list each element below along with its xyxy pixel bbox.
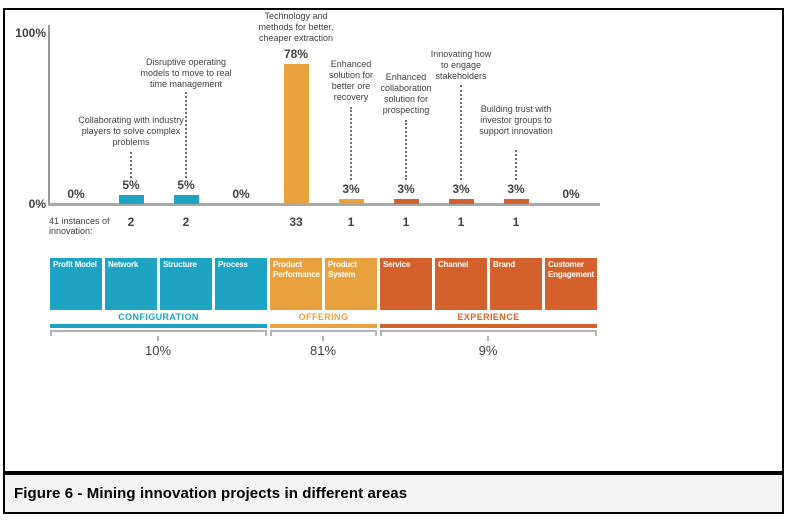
box-profit-model: Profit Model bbox=[50, 258, 102, 310]
bar-network bbox=[119, 195, 144, 204]
box-product-performance: Product Performance bbox=[270, 258, 322, 310]
count-brand: 1 bbox=[512, 215, 520, 229]
annotation-product-performance: Technology and methods for better, cheap… bbox=[258, 11, 334, 43]
leader-line-product-system bbox=[350, 107, 352, 180]
bracket-tick-experience bbox=[487, 336, 489, 341]
bracket-tick-configuration bbox=[157, 336, 159, 341]
count-product-system: 1 bbox=[347, 215, 355, 229]
box-brand: Brand bbox=[490, 258, 542, 310]
box-network: Network bbox=[105, 258, 157, 310]
bar-channel bbox=[449, 198, 474, 204]
bracket-tick-offering bbox=[322, 336, 324, 341]
count-structure: 2 bbox=[182, 215, 190, 229]
value-label-process: 0% bbox=[232, 187, 250, 201]
box-label: Channel bbox=[438, 260, 469, 269]
share-experience: 9% bbox=[478, 343, 498, 358]
bar-service bbox=[394, 198, 419, 204]
y-axis-line bbox=[48, 25, 50, 206]
box-channel: Channel bbox=[435, 258, 487, 310]
annotation-network: Collaborating with industry players to s… bbox=[78, 115, 184, 147]
bracket-experience bbox=[380, 330, 597, 336]
box-label: Network bbox=[108, 260, 139, 269]
leader-line-structure bbox=[185, 92, 187, 178]
instances-note: 41 instances of innovation: bbox=[49, 216, 110, 236]
box-product-system: Product System bbox=[325, 258, 377, 310]
value-label-service: 3% bbox=[397, 181, 415, 196]
bracket-configuration bbox=[50, 330, 267, 336]
annotation-structure: Disruptive operating models to move to r… bbox=[140, 57, 232, 89]
box-label: Process bbox=[218, 260, 248, 269]
value-label-profit-model: 0% bbox=[67, 187, 85, 201]
group-label-configuration: CONFIGURATION bbox=[118, 312, 199, 322]
annotation-service: Enhanced collaboration solution for pros… bbox=[380, 72, 432, 115]
group-underline-configuration bbox=[50, 324, 267, 328]
bar-product-performance bbox=[284, 64, 309, 204]
box-label: Brand bbox=[493, 260, 516, 269]
share-configuration: 10% bbox=[144, 343, 172, 358]
value-label-network: 5% bbox=[122, 178, 140, 193]
share-offering: 81% bbox=[309, 343, 337, 358]
count-service: 1 bbox=[402, 215, 410, 229]
value-label-brand: 3% bbox=[507, 181, 525, 196]
value-label-customer-engagement: 0% bbox=[562, 187, 580, 201]
bar-structure bbox=[174, 195, 199, 204]
leader-line-channel bbox=[460, 85, 462, 180]
annotation-product-system: Enhanced solution for better ore recover… bbox=[328, 59, 374, 102]
box-service: Service bbox=[380, 258, 432, 310]
count-product-performance: 33 bbox=[289, 215, 303, 229]
box-structure: Structure bbox=[160, 258, 212, 310]
y-axis-tick-0: 0% bbox=[28, 197, 46, 211]
box-label: Service bbox=[383, 260, 411, 269]
bar-product-system bbox=[339, 198, 364, 204]
annotation-brand: Building trust with investor groups to s… bbox=[479, 104, 553, 136]
y-axis-tick-100: 100% bbox=[15, 26, 46, 40]
box-label: Structure bbox=[163, 260, 197, 269]
caption-row: Figure 6 - Mining innovation projects in… bbox=[3, 473, 784, 514]
leader-line-brand bbox=[515, 150, 517, 180]
bracket-offering bbox=[270, 330, 377, 336]
box-label: Product System bbox=[328, 260, 357, 279]
box-customer-engagement: Customer Engagement bbox=[545, 258, 597, 310]
figure-caption: Figure 6 - Mining innovation projects in… bbox=[14, 485, 408, 502]
leader-line-network bbox=[130, 152, 132, 178]
group-label-experience: EXPERIENCE bbox=[457, 312, 520, 322]
value-label-product-performance: 78% bbox=[283, 47, 309, 62]
value-label-channel: 3% bbox=[452, 181, 470, 196]
count-network: 2 bbox=[127, 215, 135, 229]
group-label-offering: OFFERING bbox=[298, 312, 349, 322]
count-channel: 1 bbox=[457, 215, 465, 229]
value-label-product-system: 3% bbox=[342, 181, 360, 196]
chart-frame bbox=[3, 8, 784, 473]
x-axis-baseline bbox=[48, 203, 600, 206]
box-label: Customer Engagement bbox=[548, 260, 595, 279]
group-underline-experience bbox=[380, 324, 597, 328]
box-process: Process bbox=[215, 258, 267, 310]
box-label: Product Performance bbox=[273, 260, 320, 279]
box-label: Profit Model bbox=[53, 260, 97, 269]
value-label-structure: 5% bbox=[177, 178, 195, 193]
group-underline-offering bbox=[270, 324, 377, 328]
annotation-channel: Innovating how to engage stakeholders bbox=[430, 49, 492, 81]
leader-line-service bbox=[405, 120, 407, 180]
bar-brand bbox=[504, 198, 529, 204]
